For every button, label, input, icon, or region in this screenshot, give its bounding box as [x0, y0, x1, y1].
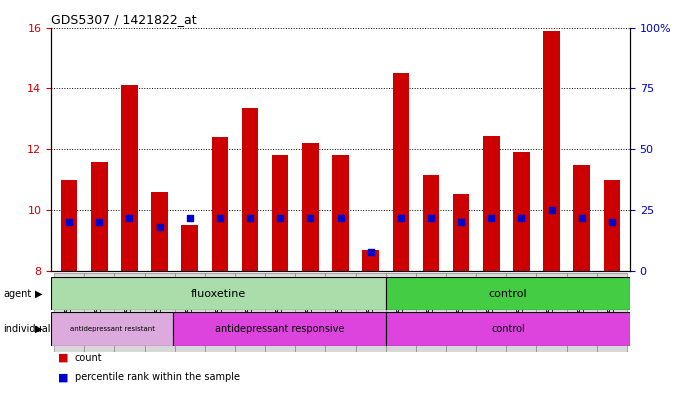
Point [94, 219, 105, 226]
Bar [573, 165, 590, 271]
Bar [597, 273, 627, 352]
Text: GSM1059580: GSM1059580 [276, 287, 285, 338]
Point [365, 248, 376, 255]
Text: GSM1059567: GSM1059567 [577, 287, 586, 338]
Text: GSM1059566: GSM1059566 [547, 287, 556, 338]
Text: ■: ■ [58, 353, 68, 363]
Text: ▶: ▶ [35, 324, 43, 334]
Text: GSM1059564: GSM1059564 [487, 287, 496, 338]
Bar [446, 273, 476, 352]
Bar [567, 273, 597, 352]
Bar [302, 143, 319, 271]
Bar [181, 226, 198, 271]
Bar [235, 273, 265, 352]
Text: GSM1059579: GSM1059579 [246, 287, 255, 338]
Text: GSM1059594: GSM1059594 [155, 287, 164, 338]
Bar [355, 273, 385, 352]
Point [124, 215, 135, 221]
Bar [212, 137, 228, 271]
Point [516, 215, 527, 221]
Text: GSM1059565: GSM1059565 [517, 287, 526, 338]
Text: GSM1059561: GSM1059561 [396, 287, 405, 338]
Point [546, 207, 557, 213]
Bar [51, 277, 386, 310]
Bar [416, 273, 446, 352]
Point [305, 215, 316, 221]
Bar [91, 162, 108, 271]
Text: individual: individual [3, 324, 51, 334]
Point [274, 215, 285, 221]
Bar [242, 108, 258, 271]
Bar [272, 155, 289, 271]
Text: control: control [489, 289, 527, 299]
Bar [386, 312, 630, 346]
Bar [362, 250, 379, 271]
Text: GSM1059581: GSM1059581 [306, 287, 315, 338]
Point [486, 215, 496, 221]
Bar [121, 85, 138, 271]
Bar [392, 73, 409, 271]
Bar [205, 273, 235, 352]
Bar [51, 312, 173, 346]
Point [185, 215, 195, 221]
Bar [84, 273, 114, 352]
Text: GSM1059568: GSM1059568 [607, 287, 616, 338]
Point [244, 215, 255, 221]
Bar [423, 175, 439, 271]
Text: GSM1059591: GSM1059591 [65, 287, 74, 338]
Point [154, 224, 165, 230]
Text: agent: agent [3, 289, 31, 299]
Bar [326, 273, 355, 352]
Point [335, 215, 346, 221]
Bar [476, 273, 506, 352]
Point [426, 215, 437, 221]
Text: control: control [491, 324, 525, 334]
Text: fluoxetine: fluoxetine [191, 289, 247, 299]
Text: GSM1059577: GSM1059577 [185, 287, 194, 338]
Text: GSM1059593: GSM1059593 [125, 287, 134, 338]
Bar [453, 193, 469, 271]
Bar [537, 273, 567, 352]
Bar [265, 273, 296, 352]
Point [215, 215, 225, 221]
Text: count: count [75, 353, 103, 363]
Bar [513, 152, 530, 271]
Bar [296, 273, 326, 352]
Bar [483, 136, 500, 271]
Text: GSM1059582: GSM1059582 [336, 287, 345, 338]
Point [396, 215, 407, 221]
Bar [114, 273, 144, 352]
Point [456, 219, 466, 226]
Text: GDS5307 / 1421822_at: GDS5307 / 1421822_at [51, 13, 197, 26]
Point [606, 219, 617, 226]
Text: antidepressant resistant: antidepressant resistant [69, 326, 155, 332]
Bar [543, 31, 560, 271]
Text: GSM1059592: GSM1059592 [95, 287, 104, 338]
Text: GSM1059563: GSM1059563 [456, 287, 466, 338]
Bar [144, 273, 175, 352]
Text: GSM1059562: GSM1059562 [426, 287, 435, 338]
Bar [61, 180, 78, 271]
Bar [175, 273, 205, 352]
Text: GSM1059578: GSM1059578 [215, 287, 225, 338]
Bar [173, 312, 386, 346]
Bar [332, 155, 349, 271]
Text: ▶: ▶ [35, 289, 43, 299]
Bar [54, 273, 84, 352]
Text: antidepressant responsive: antidepressant responsive [215, 324, 345, 334]
Bar [603, 180, 620, 271]
Text: percentile rank within the sample: percentile rank within the sample [75, 372, 240, 382]
Point [64, 219, 75, 226]
Bar [385, 273, 416, 352]
Bar [386, 277, 630, 310]
Bar [151, 192, 168, 271]
Point [576, 215, 587, 221]
Bar [506, 273, 537, 352]
Text: GSM1059583: GSM1059583 [366, 287, 375, 338]
Text: ■: ■ [58, 372, 68, 382]
